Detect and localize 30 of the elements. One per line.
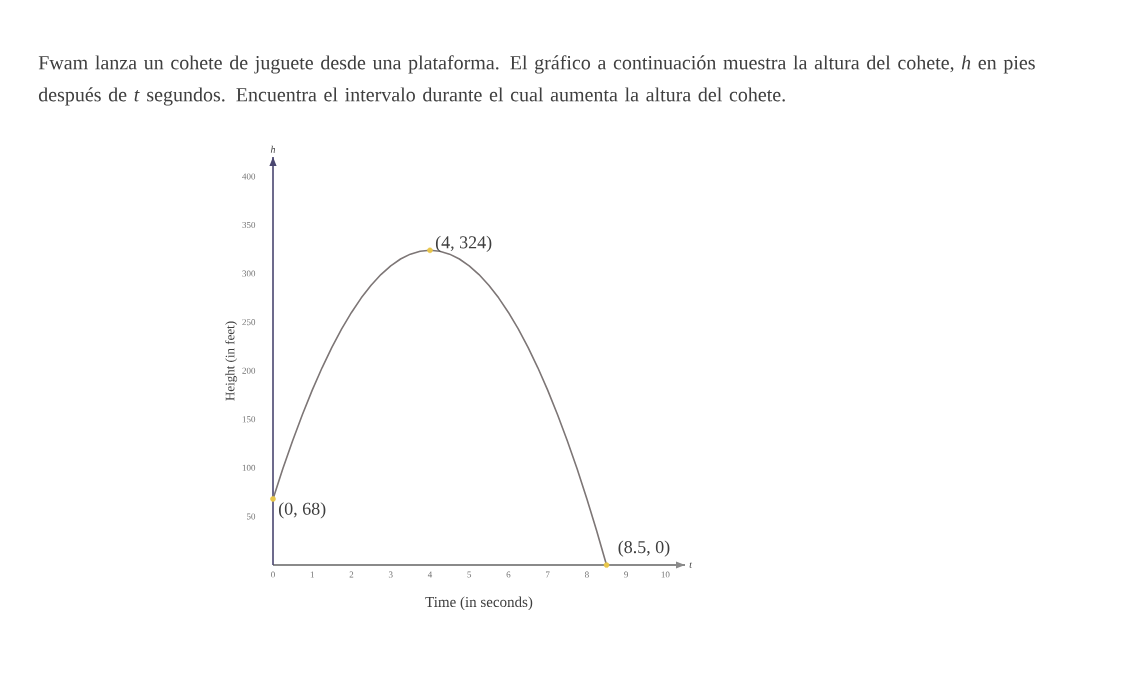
- x-tick-label: 3: [388, 571, 393, 578]
- y-tick-label: 400: [242, 173, 256, 180]
- y-axis-title: Height (in feet): [225, 321, 238, 401]
- x-tick-label: 5: [467, 571, 472, 578]
- point: [270, 496, 276, 502]
- x-tick-label: 1: [310, 571, 314, 578]
- x-tick-label: 8: [585, 571, 589, 578]
- y-tick-label: 300: [242, 270, 256, 277]
- text: t: [689, 562, 693, 568]
- x-axis-title: Time (in seconds): [425, 596, 533, 611]
- y-tick-label: 50: [246, 513, 256, 520]
- point: [603, 562, 610, 568]
- y-tick-label: 250: [242, 319, 256, 326]
- annotation: (4, 324): [435, 235, 492, 253]
- x-tick-label: 7: [546, 571, 550, 578]
- point: [427, 247, 433, 254]
- y-tick-label: 350: [242, 221, 256, 229]
- text: h: [270, 145, 276, 153]
- x-tick-label: 0: [271, 571, 275, 578]
- y-tick-label: 200: [242, 367, 256, 374]
- x-tick-label: 9: [624, 571, 629, 578]
- x-tick-label: 4: [427, 571, 433, 578]
- y-tick-label: 100: [242, 464, 256, 471]
- x-tick-label: 2: [349, 571, 354, 578]
- y-tick-label: 150: [242, 416, 256, 423]
- annotation: (8.5, 0): [618, 540, 670, 557]
- x-tick-label: 10: [661, 571, 670, 578]
- annotation: (0, 68): [278, 502, 326, 519]
- x-tick-label: 6: [506, 571, 511, 578]
- chart-title: Fwam lanza un cohete de juguete desde una plataforma. El gráfico a continuación muestra la altura del cohete, h en pies después de t segundos. Encuentra el intervalo durante el cual aumenta la altura del cohete.: [38, 55, 1035, 106]
